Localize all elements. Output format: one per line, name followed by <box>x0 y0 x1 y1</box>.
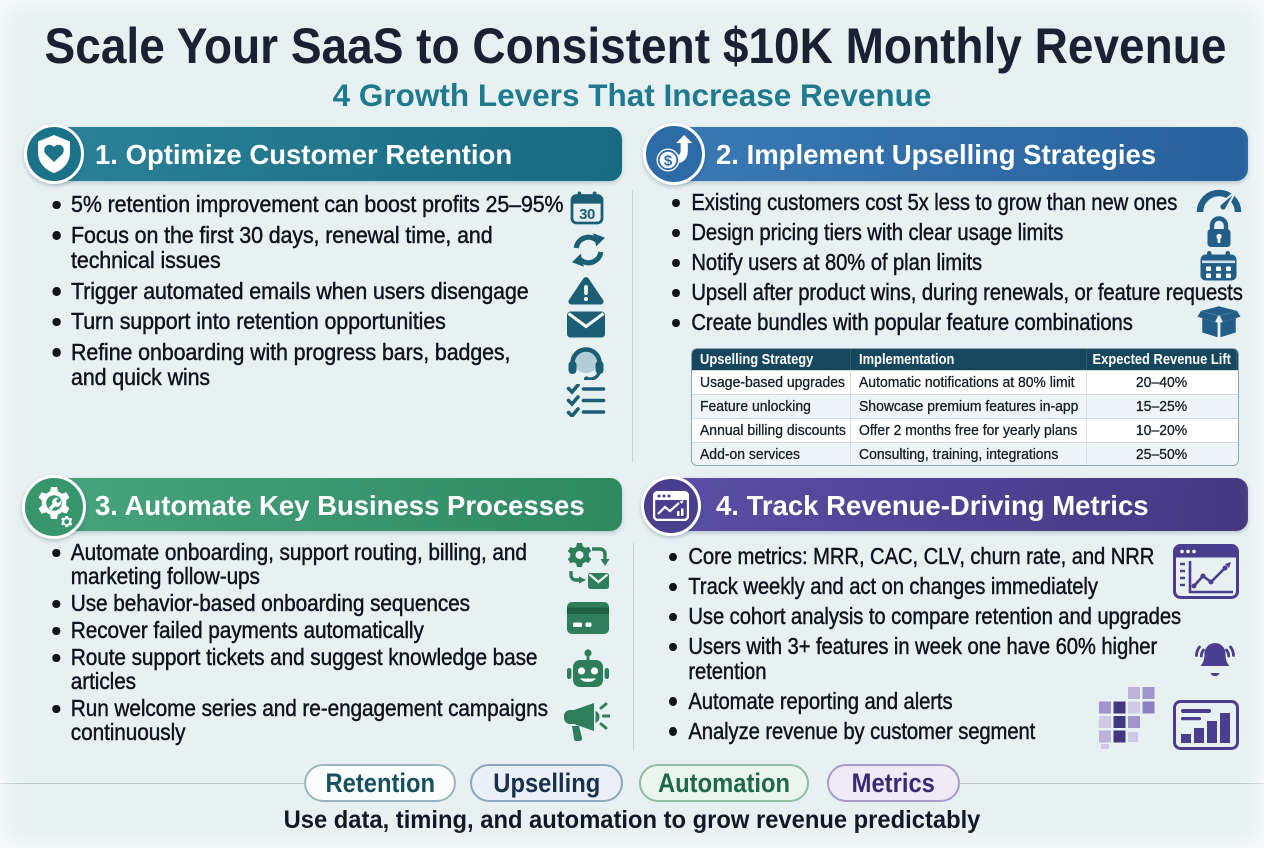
svg-text:$: $ <box>664 153 673 170</box>
svg-text:30: 30 <box>579 206 595 223</box>
